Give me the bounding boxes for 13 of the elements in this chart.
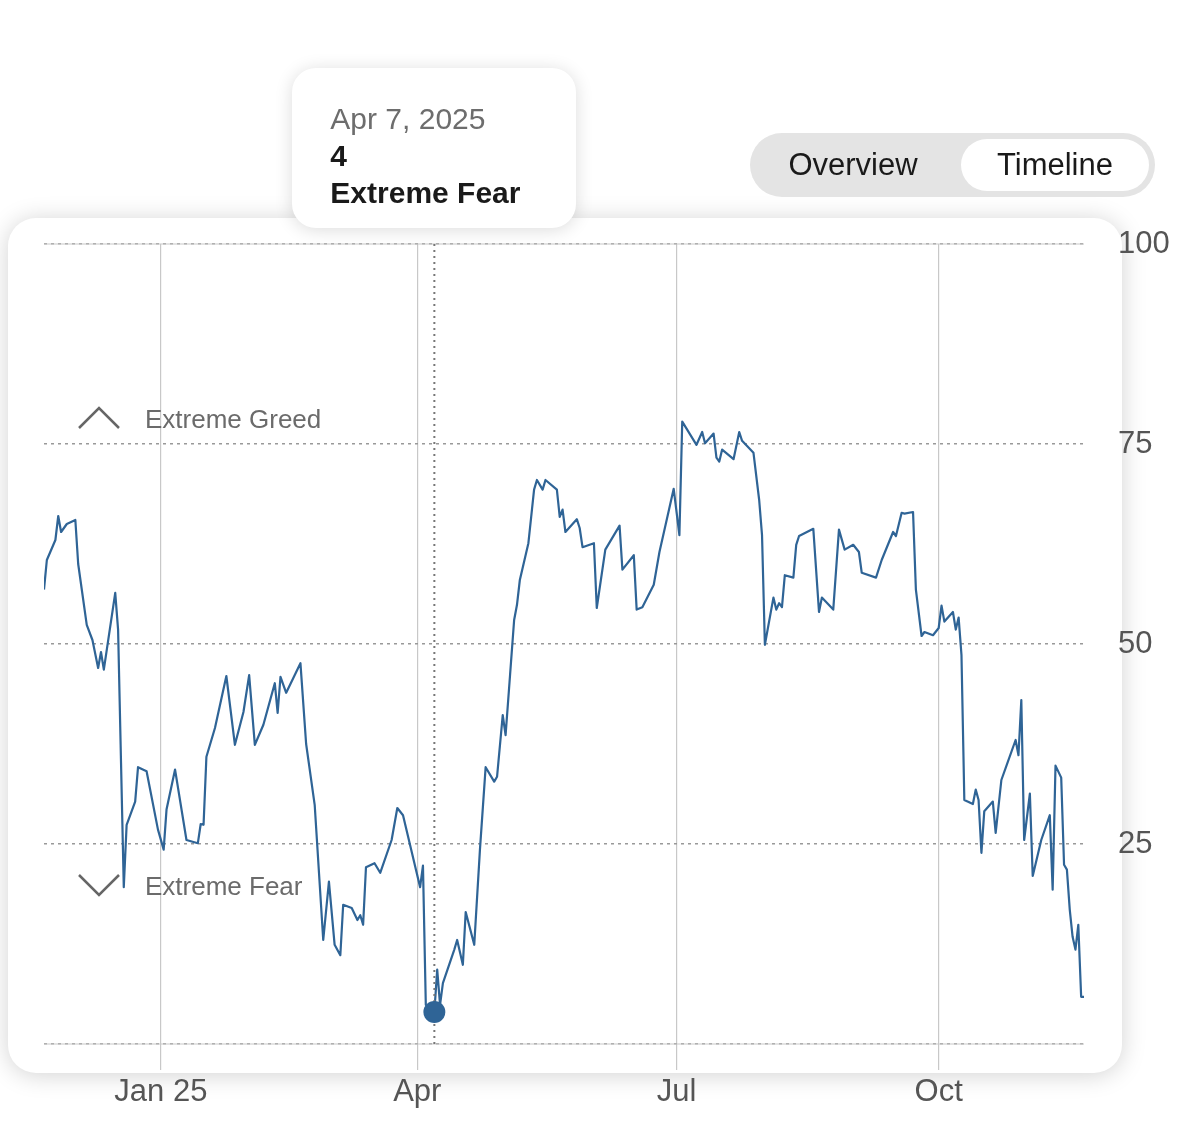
y-tick-label: 50 [1118, 624, 1153, 660]
x-tick-label: Apr [393, 1073, 442, 1109]
x-tick-label: Jul [656, 1073, 697, 1109]
y-tick-label: 100 [1118, 224, 1170, 260]
annotation: Extreme Greed [145, 404, 322, 435]
text: Apr 7, 2025 4 Extreme Fear [330, 101, 522, 211]
text: Overview [787, 146, 919, 184]
x-tick-label: Oct [914, 1073, 964, 1109]
y-tick-label: 25 [1118, 824, 1153, 860]
x-tick-label: Jan 25 [114, 1073, 208, 1109]
y-tick-label: 75 [1118, 424, 1153, 460]
annotation: Extreme Fear [145, 871, 303, 903]
text: Timeline [961, 139, 1149, 191]
